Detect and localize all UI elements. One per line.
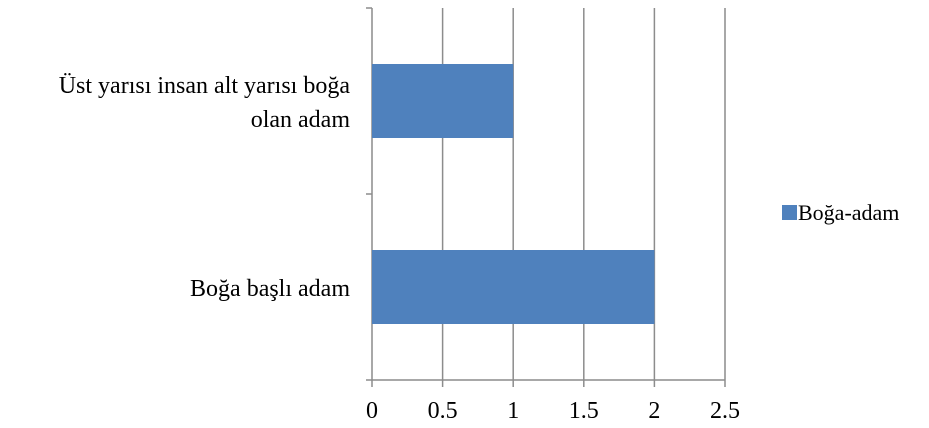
category-label: Boğa başlı adam bbox=[190, 276, 350, 302]
vertical-gridlines bbox=[441, 8, 726, 380]
x-tick-label: 2 bbox=[648, 398, 660, 424]
legend-label: Boğa-adam bbox=[798, 200, 899, 225]
legend: Boğa-adam bbox=[782, 200, 899, 225]
bars bbox=[372, 64, 655, 324]
x-tick-label: 1.5 bbox=[569, 398, 599, 424]
bar bbox=[372, 64, 514, 138]
x-tick-label: 2.5 bbox=[710, 398, 740, 424]
category-label: Üst yarısı insan alt yarısı boğa bbox=[59, 73, 351, 99]
category-label: olan adam bbox=[251, 107, 351, 133]
legend-swatch bbox=[782, 205, 797, 220]
x-tick-label: 0.5 bbox=[428, 398, 458, 424]
bar bbox=[372, 250, 655, 324]
x-tick-labels: 0 0.5 1 1.5 2 2.5 bbox=[366, 398, 740, 424]
category-labels: Üst yarısı insan alt yarısı boğa olan ada… bbox=[59, 73, 351, 302]
x-tick-label: 1 bbox=[507, 398, 519, 424]
x-tick-label: 0 bbox=[366, 398, 378, 424]
